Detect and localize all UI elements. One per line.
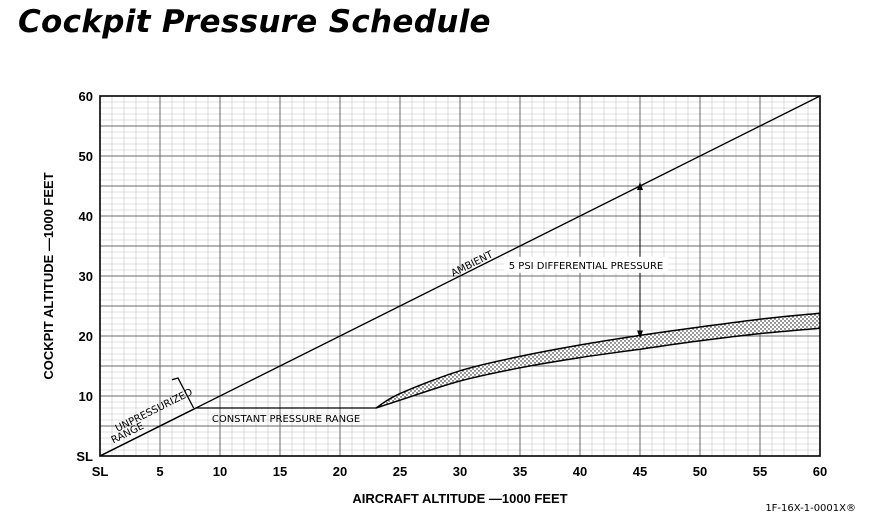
page-title: Cockpit Pressure Schedule <box>18 4 491 40</box>
plot-frame <box>99 95 821 457</box>
x-tick-label: 55 <box>753 464 767 479</box>
x-tick-label: 25 <box>393 464 407 479</box>
tick-labels: SL 5 10 15 20 25 30 35 40 45 50 55 60 SL 10 20 30 40 50 60 <box>76 89 827 479</box>
constant-pressure-label: CONSTANT PRESSURE RANGE <box>212 414 360 425</box>
pressure-band <box>376 313 820 408</box>
unpressurized-line <box>99 407 197 457</box>
x-tick-label: 10 <box>213 464 227 479</box>
ambient-line <box>99 95 821 457</box>
x-tick-label: 35 <box>513 464 527 479</box>
major-grid <box>99 95 821 457</box>
y-tick-label: 50 <box>79 149 93 164</box>
y-axis-label: COCKPIT ALTITUDE —1000 FEET <box>41 172 56 379</box>
y-tick-label: 10 <box>79 389 93 404</box>
x-tick-label: 15 <box>273 464 287 479</box>
band-upper-curve <box>375 312 821 409</box>
y-tick-label: 40 <box>79 209 93 224</box>
x-tick-label: 60 <box>813 464 827 479</box>
x-tick-label: SL <box>92 464 109 479</box>
x-tick-label: 5 <box>156 464 163 479</box>
x-tick-label: 20 <box>333 464 347 479</box>
differential-label-backdrop <box>504 256 668 273</box>
y-tick-label: 20 <box>79 329 93 344</box>
x-tick-label: 45 <box>633 464 647 479</box>
differential-pressure-label: 5 PSI DIFFERENTIAL PRESSURE <box>509 261 664 272</box>
figure-code: 1F-16X-1-0001X® <box>765 503 856 514</box>
x-tick-label: 50 <box>693 464 707 479</box>
x-axis-label: AIRCRAFT ALTITUDE —1000 FEET <box>352 491 567 506</box>
y-tick-label: 60 <box>79 89 93 104</box>
y-tick-label: 30 <box>79 269 93 284</box>
x-tick-label: 40 <box>573 464 587 479</box>
y-tick-label: SL <box>76 449 93 464</box>
band-lower-curve <box>375 327 821 409</box>
pressure-band-fill <box>376 313 820 408</box>
x-tick-label: 30 <box>453 464 467 479</box>
unpressurized-flag <box>171 377 195 409</box>
